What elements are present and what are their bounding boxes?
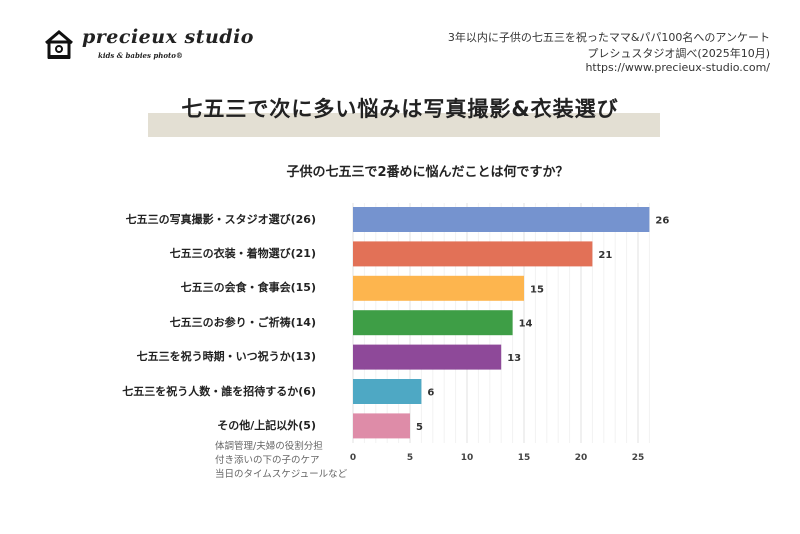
category-label: 七五三を祝う人数・誰を招待するか(6) [122, 384, 316, 398]
category-label: 七五三を祝う時期・いつ祝うか(13) [136, 350, 316, 364]
category-label: その他/上記以外(5) [217, 418, 316, 432]
category-label: 七五三の写真撮影・スタジオ選び(26) [125, 212, 316, 226]
x-tick-label: 0 [350, 453, 356, 463]
chart-subtitle: 子供の七五三で2番めに悩んだことは何ですか？ [286, 165, 569, 180]
x-tick-label: 25 [632, 453, 645, 463]
brand-name: precieux studio [82, 26, 254, 48]
bar [353, 241, 593, 267]
source-url[interactable]: https://www.precieux-studio.com/ [585, 61, 770, 74]
source-org: プレシュスタジオ調べ(2025年10月) [587, 47, 770, 60]
data-label: 26 [655, 216, 669, 227]
annotation-note: 体調管理/夫婦の役割分担 [215, 441, 323, 452]
category-label: 七五三のお参り・ご祈祷(14) [169, 315, 316, 329]
bar [353, 379, 422, 404]
data-label: 15 [530, 284, 544, 295]
x-tick-label: 15 [518, 453, 531, 463]
brand-tagline: kids & babies photo® [98, 51, 183, 60]
house-camera-logo-icon [45, 30, 73, 59]
bar [353, 310, 513, 336]
bar [353, 413, 410, 439]
bar [353, 207, 650, 232]
bar [353, 344, 502, 370]
x-tick-label: 10 [461, 453, 474, 463]
x-tick-label: 20 [575, 453, 588, 463]
category-label: 七五三の衣装・着物選び(21) [169, 246, 316, 260]
x-tick-label: 5 [407, 453, 413, 463]
annotation-note: 当日のタイムスケジュールなど [215, 469, 348, 480]
data-label: 21 [598, 250, 612, 261]
data-label: 13 [507, 353, 521, 364]
source-survey: 3年以内に子供の七五三を祝ったママ&パパ100名へのアンケート [447, 31, 770, 44]
annotation-note: 付き添いの下の子のケア [215, 455, 320, 466]
bar [353, 275, 524, 301]
chart-title: 七五三で次に多い悩みは写真撮影&衣装選び [181, 97, 619, 121]
data-label: 5 [416, 422, 423, 433]
data-label: 6 [427, 388, 434, 399]
data-label: 14 [519, 319, 533, 330]
title-banner [148, 113, 660, 137]
category-label: 七五三の会食・食事会(15) [180, 281, 316, 295]
